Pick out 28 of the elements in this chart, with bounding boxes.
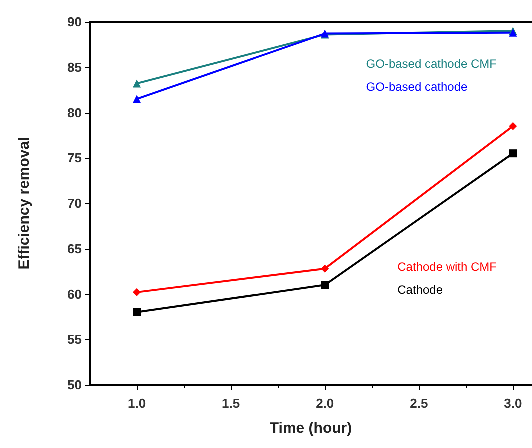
y-tick-label: 90 (68, 14, 82, 30)
y-tick-label: 65 (68, 241, 82, 256)
x-tick-label: 2.5 (410, 396, 428, 411)
y-tick-label: 85 (68, 60, 82, 75)
point (133, 288, 142, 296)
y-tick-label: 50 (68, 378, 82, 392)
y-tick-label: 70 (68, 196, 82, 211)
text: Cathode with CMF (398, 260, 498, 274)
y-tick-label: 80 (68, 105, 82, 120)
x-tick-label: 2.0 (316, 396, 334, 411)
y-axis-title: Efficiency removal (16, 137, 33, 270)
point (133, 80, 142, 88)
x-tick-label: 1.5 (222, 396, 240, 411)
x-tick-label: 3.0 (504, 396, 522, 411)
text: Cathode (398, 283, 444, 297)
y-tick-label: 55 (68, 332, 82, 348)
x-axis-title: Time (hour) (270, 420, 352, 437)
point (509, 150, 518, 158)
point (321, 264, 330, 273)
point (321, 281, 330, 290)
point (133, 95, 142, 104)
text: GO-based cathode (366, 80, 468, 94)
series-label: GO-based cathode CMF (366, 57, 498, 71)
point (509, 122, 518, 130)
point (133, 308, 142, 316)
x-tick-label: 1.0 (128, 396, 146, 411)
y-tick-label: 60 (68, 286, 82, 302)
y-tick-label: 75 (68, 150, 82, 166)
